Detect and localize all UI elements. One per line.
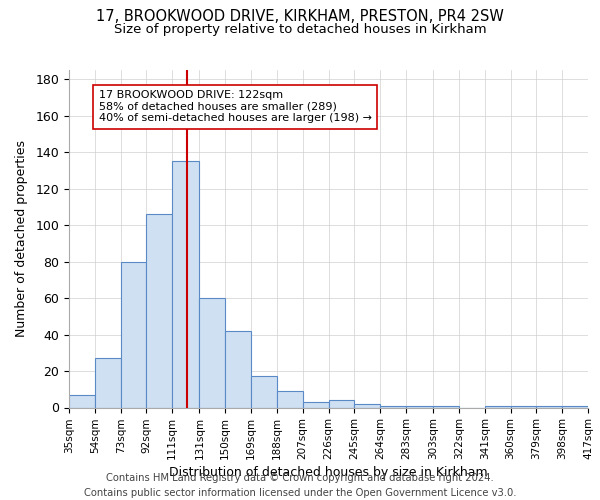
Bar [277, 391, 302, 407]
Bar [199, 298, 225, 408]
Text: 17, BROOKWOOD DRIVE, KIRKHAM, PRESTON, PR4 2SW: 17, BROOKWOOD DRIVE, KIRKHAM, PRESTON, P… [96, 9, 504, 24]
Bar [380, 406, 406, 407]
Bar [69, 394, 95, 407]
Bar [302, 402, 329, 407]
Text: 17 BROOKWOOD DRIVE: 122sqm
58% of detached houses are smaller (289)
40% of semi-: 17 BROOKWOOD DRIVE: 122sqm 58% of detach… [99, 90, 372, 124]
Bar [355, 404, 380, 407]
Bar [433, 406, 459, 407]
Bar [329, 400, 355, 407]
Bar [562, 406, 588, 407]
Bar [485, 406, 511, 407]
X-axis label: Distribution of detached houses by size in Kirkham: Distribution of detached houses by size … [169, 466, 488, 479]
Text: Contains HM Land Registry data © Crown copyright and database right 2024.
Contai: Contains HM Land Registry data © Crown c… [84, 472, 516, 498]
Y-axis label: Number of detached properties: Number of detached properties [16, 140, 28, 337]
Bar [172, 161, 199, 408]
Bar [121, 262, 146, 408]
Bar [251, 376, 277, 408]
Bar [536, 406, 562, 407]
Text: Size of property relative to detached houses in Kirkham: Size of property relative to detached ho… [113, 22, 487, 36]
Bar [95, 358, 121, 408]
Bar [406, 406, 433, 407]
Bar [511, 406, 536, 407]
Bar [225, 331, 251, 407]
Bar [146, 214, 172, 408]
